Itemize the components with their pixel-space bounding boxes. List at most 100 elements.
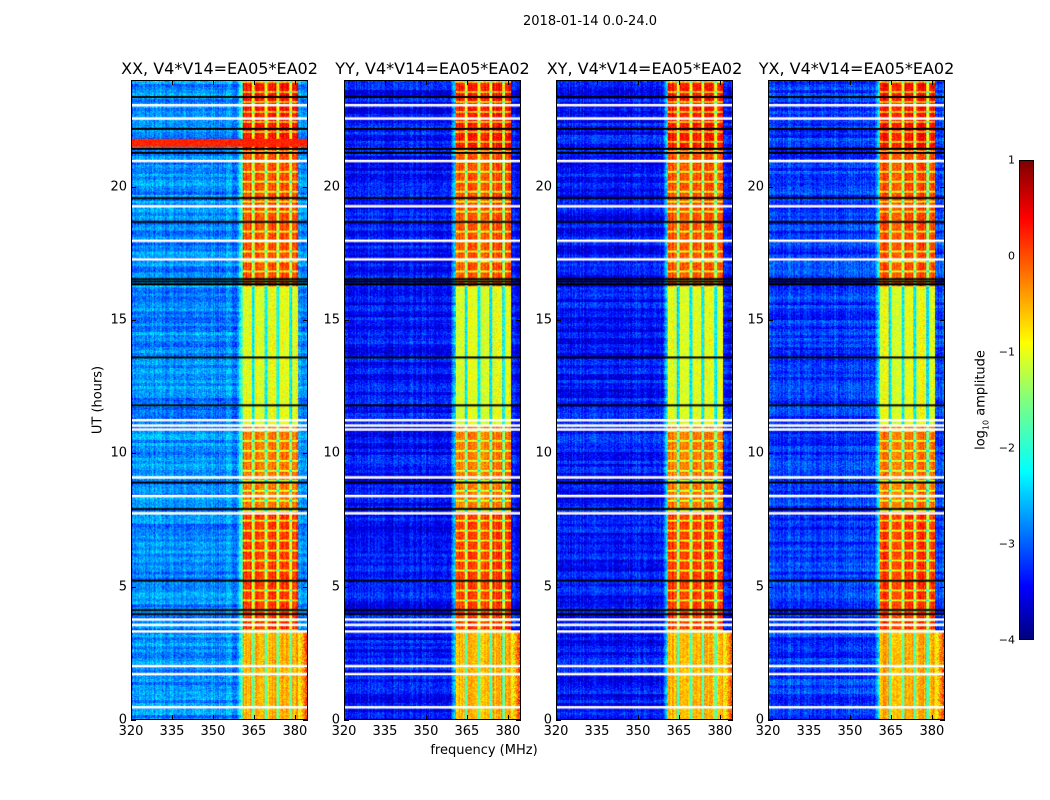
x-tick-mark	[556, 715, 557, 720]
x-tick-mark	[637, 80, 639, 85]
x-tick-label: 335	[372, 724, 398, 739]
heatmap-cells	[557, 81, 732, 719]
y-tick-mark	[344, 720, 349, 721]
y-tick-label: 20	[323, 179, 340, 195]
x-tick-mark	[768, 80, 769, 85]
y-tick-mark	[940, 720, 945, 721]
x-tick-mark	[596, 80, 598, 85]
x-tick-mark	[768, 715, 769, 720]
x-tick-mark	[931, 715, 933, 720]
x-tick-label: 380	[707, 724, 733, 739]
y-tick-label: 20	[110, 179, 127, 195]
y-tick-mark	[303, 586, 308, 588]
y-tick-label: 10	[747, 445, 764, 461]
y-tick-mark	[940, 186, 945, 188]
y-tick-label: 20	[535, 179, 552, 195]
y-tick-label: 0	[543, 712, 552, 728]
x-tick-mark	[212, 715, 214, 720]
x-tick-mark	[808, 80, 810, 85]
y-tick-mark	[131, 586, 136, 588]
y-tick-mark	[516, 320, 521, 321]
x-tick-mark	[131, 80, 132, 85]
y-tick-label: 5	[118, 579, 127, 595]
y-tick-mark	[516, 453, 521, 455]
y-tick-mark	[768, 453, 773, 455]
y-tick-mark	[344, 186, 349, 188]
y-tick-mark	[516, 586, 521, 588]
y-tick-mark	[768, 320, 773, 321]
x-tick-label: 350	[837, 724, 863, 739]
y-tick-mark	[940, 586, 945, 588]
y-tick-mark	[303, 453, 308, 455]
x-tick-label: 335	[584, 724, 610, 739]
x-tick-mark	[507, 80, 509, 85]
x-tick-mark	[507, 715, 509, 720]
x-tick-mark	[425, 80, 427, 85]
x-tick-mark	[556, 80, 557, 85]
x-tick-label: 365	[878, 724, 904, 739]
y-tick-mark	[556, 320, 561, 321]
y-tick-mark	[131, 720, 136, 721]
x-tick-mark	[678, 715, 680, 720]
y-tick-mark	[556, 586, 561, 588]
x-tick-label: 365	[666, 724, 692, 739]
x-tick-mark	[425, 715, 427, 720]
y-tick-mark	[728, 720, 733, 721]
y-tick-label: 5	[331, 579, 340, 595]
x-tick-mark	[384, 715, 386, 720]
x-tick-mark	[171, 715, 173, 720]
x-tick-label: 365	[454, 724, 480, 739]
y-tick-mark	[131, 453, 136, 455]
colorbar-tick-label: 1	[1008, 153, 1015, 167]
x-tick-mark	[131, 715, 132, 720]
colorbar-tick-label: −2	[998, 441, 1015, 455]
y-tick-mark	[728, 320, 733, 321]
y-tick-mark	[516, 720, 521, 721]
x-tick-mark	[719, 80, 721, 85]
colorbar-tick-label: 0	[1008, 249, 1015, 263]
x-tick-label: 335	[159, 724, 185, 739]
heatmap-panel-2	[344, 80, 521, 720]
x-tick-label: 380	[282, 724, 308, 739]
heatmap-cells	[769, 81, 944, 719]
x-tick-mark	[849, 80, 851, 85]
colorbar-label-log: log	[973, 430, 989, 450]
y-tick-mark	[728, 186, 733, 188]
x-tick-label: 350	[413, 724, 439, 739]
y-tick-label: 5	[543, 579, 552, 595]
x-tick-mark	[890, 715, 892, 720]
x-tick-label: 380	[919, 724, 945, 739]
panel-title: YX, V4*V14=EA05*EA02	[758, 59, 955, 78]
colorbar-tick-label: −3	[998, 537, 1015, 551]
panel-title: XX, V4*V14=EA05*EA02	[121, 59, 318, 78]
y-tick-label: 15	[747, 312, 764, 328]
y-tick-mark	[344, 453, 349, 455]
y-tick-mark	[556, 453, 561, 455]
y-tick-mark	[303, 720, 308, 721]
x-tick-mark	[384, 80, 386, 85]
x-tick-mark	[931, 80, 933, 85]
y-tick-mark	[303, 186, 308, 188]
y-tick-label: 0	[755, 712, 764, 728]
x-tick-mark	[171, 80, 173, 85]
y-tick-mark	[131, 320, 136, 321]
colorbar	[1019, 160, 1034, 640]
y-tick-label: 15	[535, 312, 552, 328]
x-tick-mark	[294, 715, 296, 720]
x-tick-mark	[637, 715, 639, 720]
colorbar-label: log10 amplitude	[974, 350, 991, 450]
x-tick-label: 335	[796, 724, 822, 739]
x-tick-mark	[344, 80, 345, 85]
panel-title: YY, V4*V14=EA05*EA02	[335, 59, 530, 78]
y-tick-mark	[344, 320, 349, 321]
x-tick-mark	[466, 715, 468, 720]
y-tick-label: 20	[747, 179, 764, 195]
y-tick-label: 0	[118, 712, 127, 728]
y-tick-mark	[303, 320, 308, 321]
x-tick-mark	[678, 80, 680, 85]
colorbar-label-rest: amplitude	[973, 350, 989, 420]
y-tick-mark	[768, 720, 773, 721]
heatmap-panel-3	[556, 80, 733, 720]
x-tick-label: 350	[200, 724, 226, 739]
